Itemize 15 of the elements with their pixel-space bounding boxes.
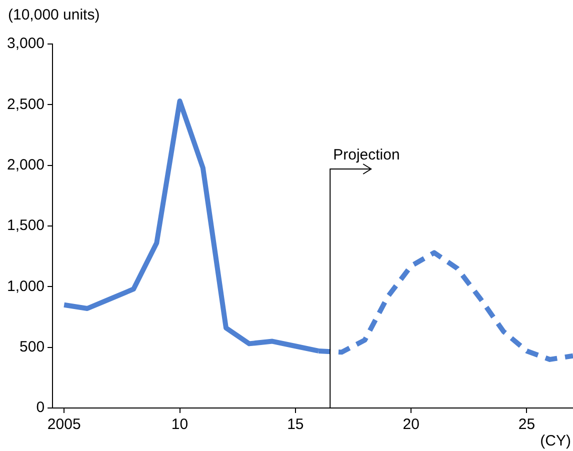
x-tick-label: 25	[518, 416, 536, 434]
y-axis-title: (10,000 units)	[8, 6, 100, 24]
x-tick-label: 10	[171, 416, 188, 434]
x-axis-title: (CY)	[540, 432, 572, 450]
y-tick-label: 2,500	[6, 96, 45, 113]
y-tick-label: 2,000	[6, 156, 45, 174]
y-tick-label: 500	[20, 338, 45, 356]
ref-line-label: Projection	[333, 146, 400, 164]
x-tick-label: 15	[287, 416, 304, 434]
y-tick-label: 1,000	[6, 278, 45, 295]
y-tick-label: 0	[36, 399, 45, 416]
y-tick-label: 3,000	[6, 35, 45, 52]
x-tick-label: 20	[402, 416, 420, 434]
x-tick-label: 2005	[47, 416, 81, 434]
y-tick-label: 1,500	[6, 217, 45, 234]
